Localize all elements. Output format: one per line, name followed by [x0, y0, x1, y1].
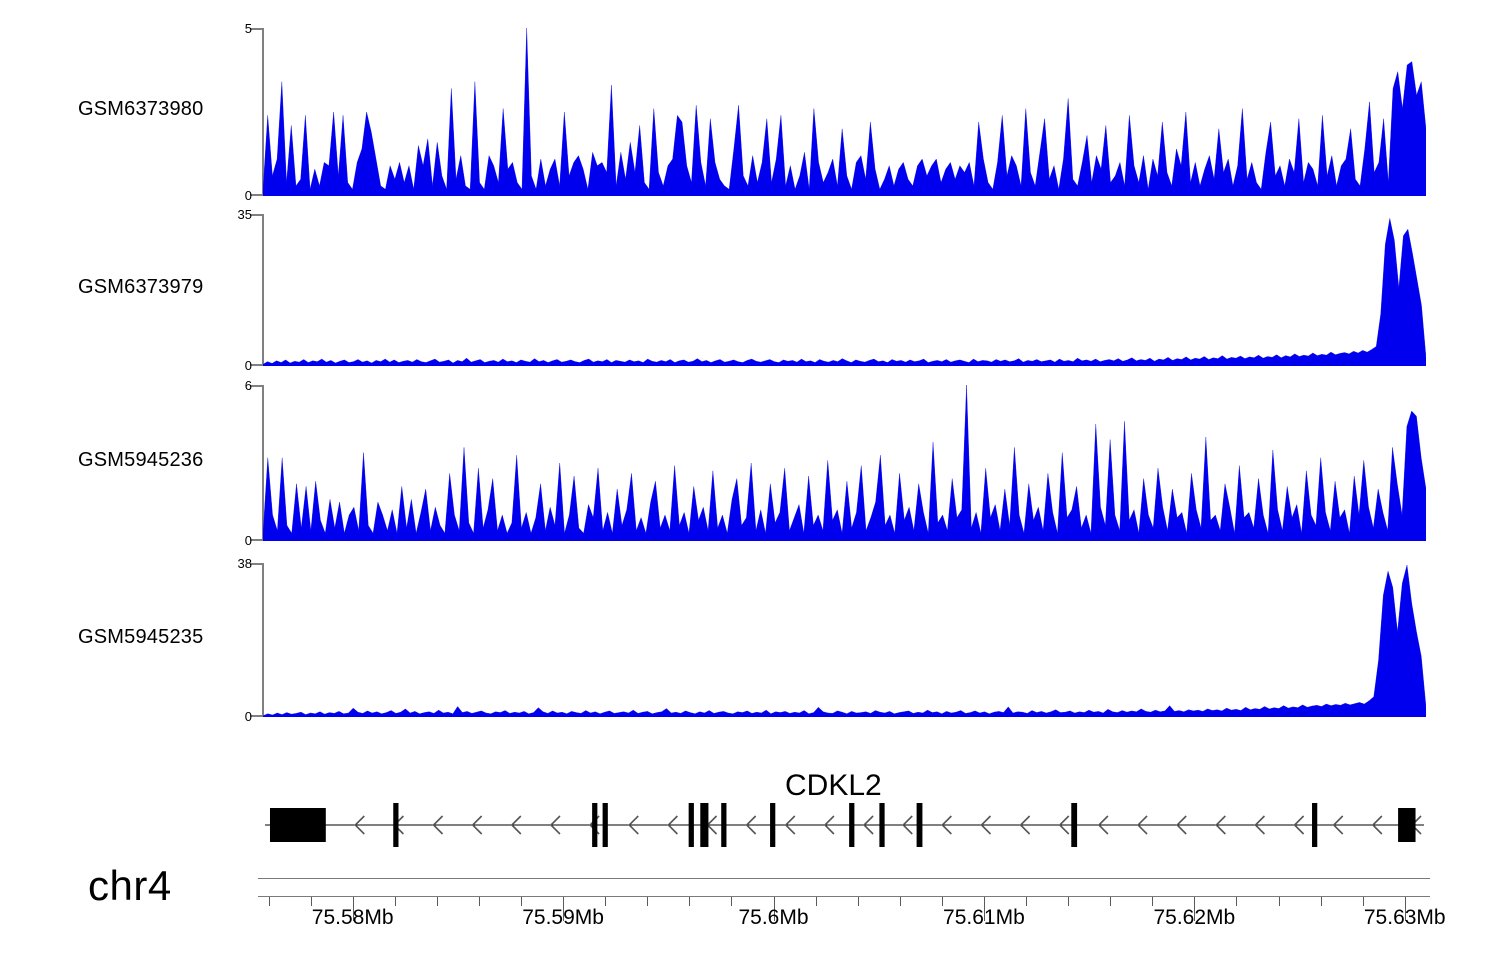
- ruler-minor-tick: [731, 897, 733, 906]
- y-axis-line: [262, 563, 264, 717]
- ruler-minor-tick: [1236, 897, 1238, 906]
- ruler-minor-tick: [1110, 897, 1112, 906]
- y-axis-tick-min: [250, 364, 262, 366]
- y-axis-line: [262, 214, 264, 366]
- ruler-tick-label: 75.58Mb: [311, 906, 394, 929]
- ruler-minor-tick: [857, 897, 859, 906]
- y-axis-tick-min: [250, 539, 262, 541]
- gene-model-panel: CDKL2: [0, 755, 1500, 875]
- ruler-minor-tick: [605, 897, 607, 906]
- y-axis-sample-1: 35 0: [238, 208, 266, 372]
- ruler-minor-tick: [436, 897, 438, 906]
- track-label-sample-0: GSM6373980: [78, 98, 204, 120]
- ruler-minor-tick: [899, 897, 901, 906]
- ruler-minor-tick: [478, 897, 480, 906]
- y-axis-min-label: 0: [244, 188, 252, 203]
- ruler-minor-tick: [1320, 897, 1322, 906]
- ruler-tick-label: 75.62Mb: [1153, 906, 1236, 929]
- y-axis-max-label: 6: [244, 378, 252, 393]
- genomic-coordinate-ruler[interactable]: 75.58Mb 75.59Mb 75.6Mb 75.61Mb 75.62Mb 75.63M…: [258, 878, 1446, 968]
- y-axis-tick-max: [250, 385, 262, 387]
- y-axis-tick-max: [250, 28, 262, 30]
- y-axis-tick-max: [250, 214, 262, 216]
- coverage-plot-sample-2: [263, 385, 1426, 541]
- track-label-sample-2: GSM5945236: [78, 449, 204, 471]
- ruler-minor-tick: [1362, 897, 1364, 906]
- ruler-major-tick: [983, 897, 985, 921]
- ruler-tick-label: 75.59Mb: [522, 906, 604, 929]
- coverage-track: GSM5945235 38 0: [0, 557, 1500, 723]
- coverage-track: GSM6373980 5 0: [0, 22, 1500, 202]
- ruler-major-tick: [563, 897, 565, 921]
- y-axis-tick-max: [250, 563, 262, 565]
- y-axis-max-label: 5: [244, 21, 252, 36]
- ruler-minor-tick: [1026, 897, 1027, 906]
- gene-name-label: CDKL2: [785, 769, 882, 802]
- ruler-minor-tick: [647, 897, 649, 906]
- coverage-track: GSM5945236 6 0: [0, 379, 1500, 547]
- ruler-minor-tick: [310, 897, 312, 906]
- ruler-top-line: [258, 878, 1430, 879]
- ruler-minor-tick: [1152, 897, 1154, 906]
- y-axis-min-label: 0: [244, 533, 252, 548]
- ruler-tick-label: 75.63Mb: [1363, 906, 1446, 929]
- coverage-plot-sample-1: [263, 214, 1426, 366]
- y-axis-tick-min: [250, 194, 262, 196]
- ruler-major-tick: [773, 897, 775, 921]
- ruler-baseline: [258, 896, 1430, 897]
- y-axis-line: [262, 385, 264, 541]
- coverage-plot-sample-0: [263, 28, 1426, 196]
- ruler-minor-tick: [1068, 897, 1070, 906]
- gene-structure[interactable]: [263, 795, 1426, 855]
- ruler-minor-tick: [394, 897, 396, 906]
- y-axis-max-label: 38: [237, 556, 252, 571]
- ruler-major-tick: [1404, 897, 1406, 921]
- y-axis-sample-3: 38 0: [238, 557, 266, 723]
- track-label-sample-1: GSM6373979: [78, 276, 204, 298]
- ruler-minor-tick: [815, 897, 817, 906]
- ruler-minor-tick: [268, 897, 270, 906]
- ruler-tick-label: 75.6Mb: [738, 906, 809, 929]
- chromosome-label: chr4: [88, 862, 172, 909]
- ruler-tick-label: 75.61Mb: [943, 906, 1025, 929]
- ruler-major-tick: [352, 897, 354, 921]
- y-axis-sample-0: 5 0: [245, 22, 266, 202]
- y-axis-tick-min: [250, 715, 262, 717]
- ruler-minor-tick: [1278, 897, 1280, 906]
- y-axis-min-label: 0: [244, 358, 252, 373]
- ruler-minor-tick: [689, 897, 691, 906]
- y-axis-line: [262, 28, 264, 196]
- y-axis-min-label: 0: [244, 709, 252, 724]
- ruler-minor-tick: [521, 897, 523, 906]
- ruler-major-tick: [1194, 897, 1196, 921]
- coverage-plot-sample-3: [263, 563, 1426, 717]
- ruler-minor-tick: [941, 897, 943, 906]
- y-axis-max-label: 35: [237, 207, 252, 222]
- track-label-sample-3: GSM5945235: [78, 626, 204, 648]
- coverage-track: GSM6373979 35 0: [0, 208, 1500, 372]
- y-axis-sample-2: 6 0: [245, 379, 266, 547]
